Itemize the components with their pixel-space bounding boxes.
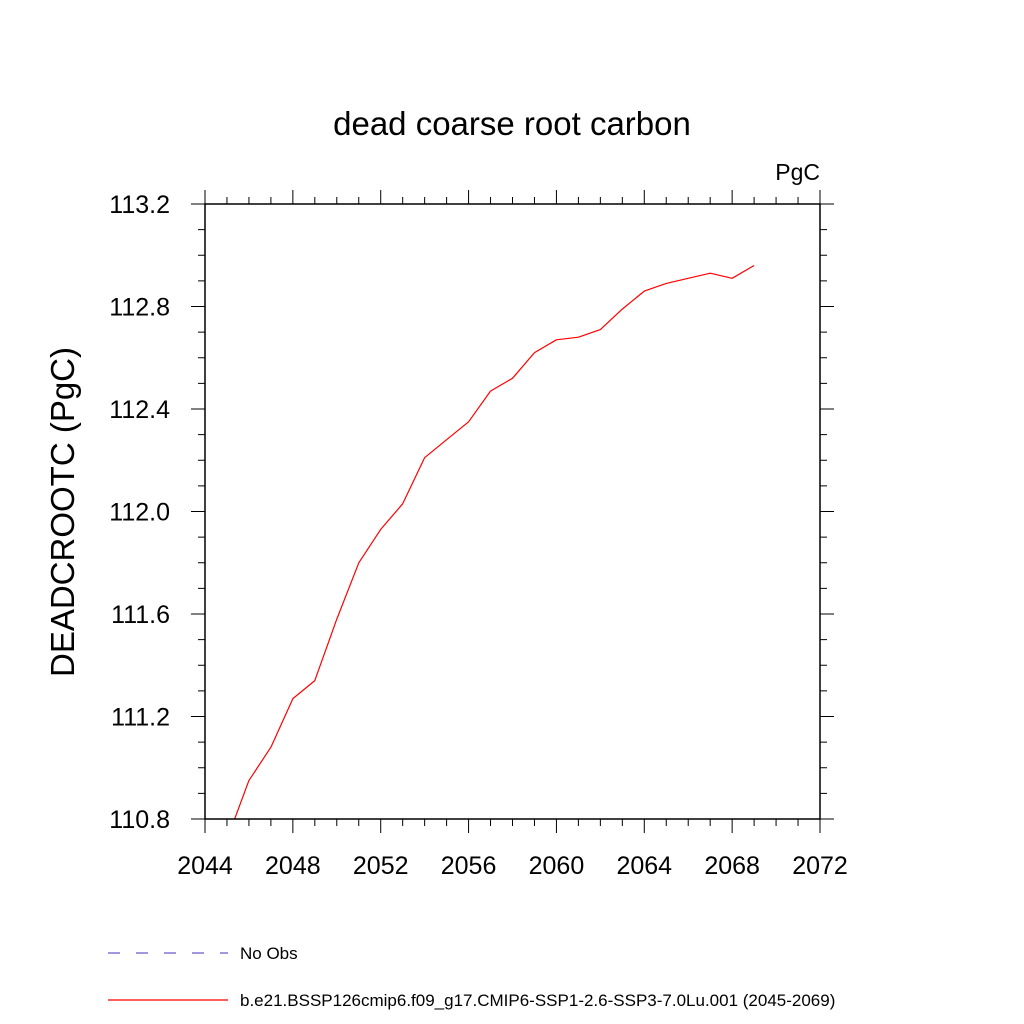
y-tick-label: 112.4 bbox=[109, 396, 170, 424]
x-tick-label: 2064 bbox=[616, 852, 672, 880]
x-tick-label: 2048 bbox=[265, 852, 321, 880]
x-tick-label: 2056 bbox=[441, 852, 497, 880]
x-tick-label: 2052 bbox=[353, 852, 409, 880]
y-tick-label: 110.8 bbox=[109, 806, 170, 834]
units-label: PgC bbox=[775, 159, 820, 185]
y-tick-label: 111.6 bbox=[111, 601, 170, 629]
y-tick-labels: 110.8 111.2 111.6 112.0 112.4 112.8 113.2 bbox=[109, 191, 170, 834]
y-axis-label: DEADCROOTC (PgC) bbox=[44, 347, 81, 677]
x-tick-labels: 2044 2048 2052 2056 2060 2064 2068 2072 bbox=[177, 852, 848, 880]
x-tick-label: 2072 bbox=[792, 852, 848, 880]
y-tick-label: 112.8 bbox=[109, 294, 170, 322]
legend: No Obs b.e21.BSSP126cmip6.f09_g17.CMIP6-… bbox=[108, 944, 835, 1010]
x-tick-label: 2044 bbox=[177, 852, 233, 880]
legend-label-no-obs: No Obs bbox=[240, 944, 298, 963]
y-tick-label: 113.2 bbox=[109, 191, 170, 219]
plot-frame bbox=[204, 203, 821, 820]
x-tick-label: 2060 bbox=[529, 852, 585, 880]
y-tick-label: 112.0 bbox=[109, 499, 170, 527]
series-lines bbox=[233, 264, 755, 819]
x-tick-label: 2068 bbox=[704, 852, 760, 880]
y-tick-label: 111.2 bbox=[111, 704, 170, 732]
axis-ticks bbox=[191, 190, 834, 833]
series-line bbox=[233, 264, 755, 819]
legend-label-model: b.e21.BSSP126cmip6.f09_g17.CMIP6-SSP1-2.… bbox=[240, 991, 835, 1010]
chart-title: dead coarse root carbon bbox=[333, 105, 691, 142]
